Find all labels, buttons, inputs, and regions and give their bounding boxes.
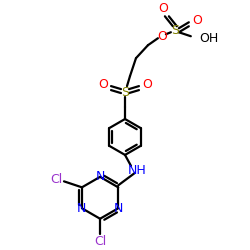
Text: S: S bbox=[121, 86, 129, 98]
Text: O: O bbox=[142, 78, 152, 90]
Text: N: N bbox=[96, 170, 105, 183]
Text: OH: OH bbox=[199, 32, 218, 45]
Text: N: N bbox=[114, 202, 123, 215]
Text: S: S bbox=[171, 24, 179, 37]
Text: O: O bbox=[157, 30, 167, 43]
Text: NH: NH bbox=[128, 164, 146, 177]
Text: N: N bbox=[77, 202, 86, 215]
Text: Cl: Cl bbox=[50, 173, 62, 186]
Text: O: O bbox=[192, 14, 202, 27]
Text: O: O bbox=[158, 2, 168, 15]
Text: O: O bbox=[98, 78, 108, 90]
Text: Cl: Cl bbox=[94, 235, 106, 248]
